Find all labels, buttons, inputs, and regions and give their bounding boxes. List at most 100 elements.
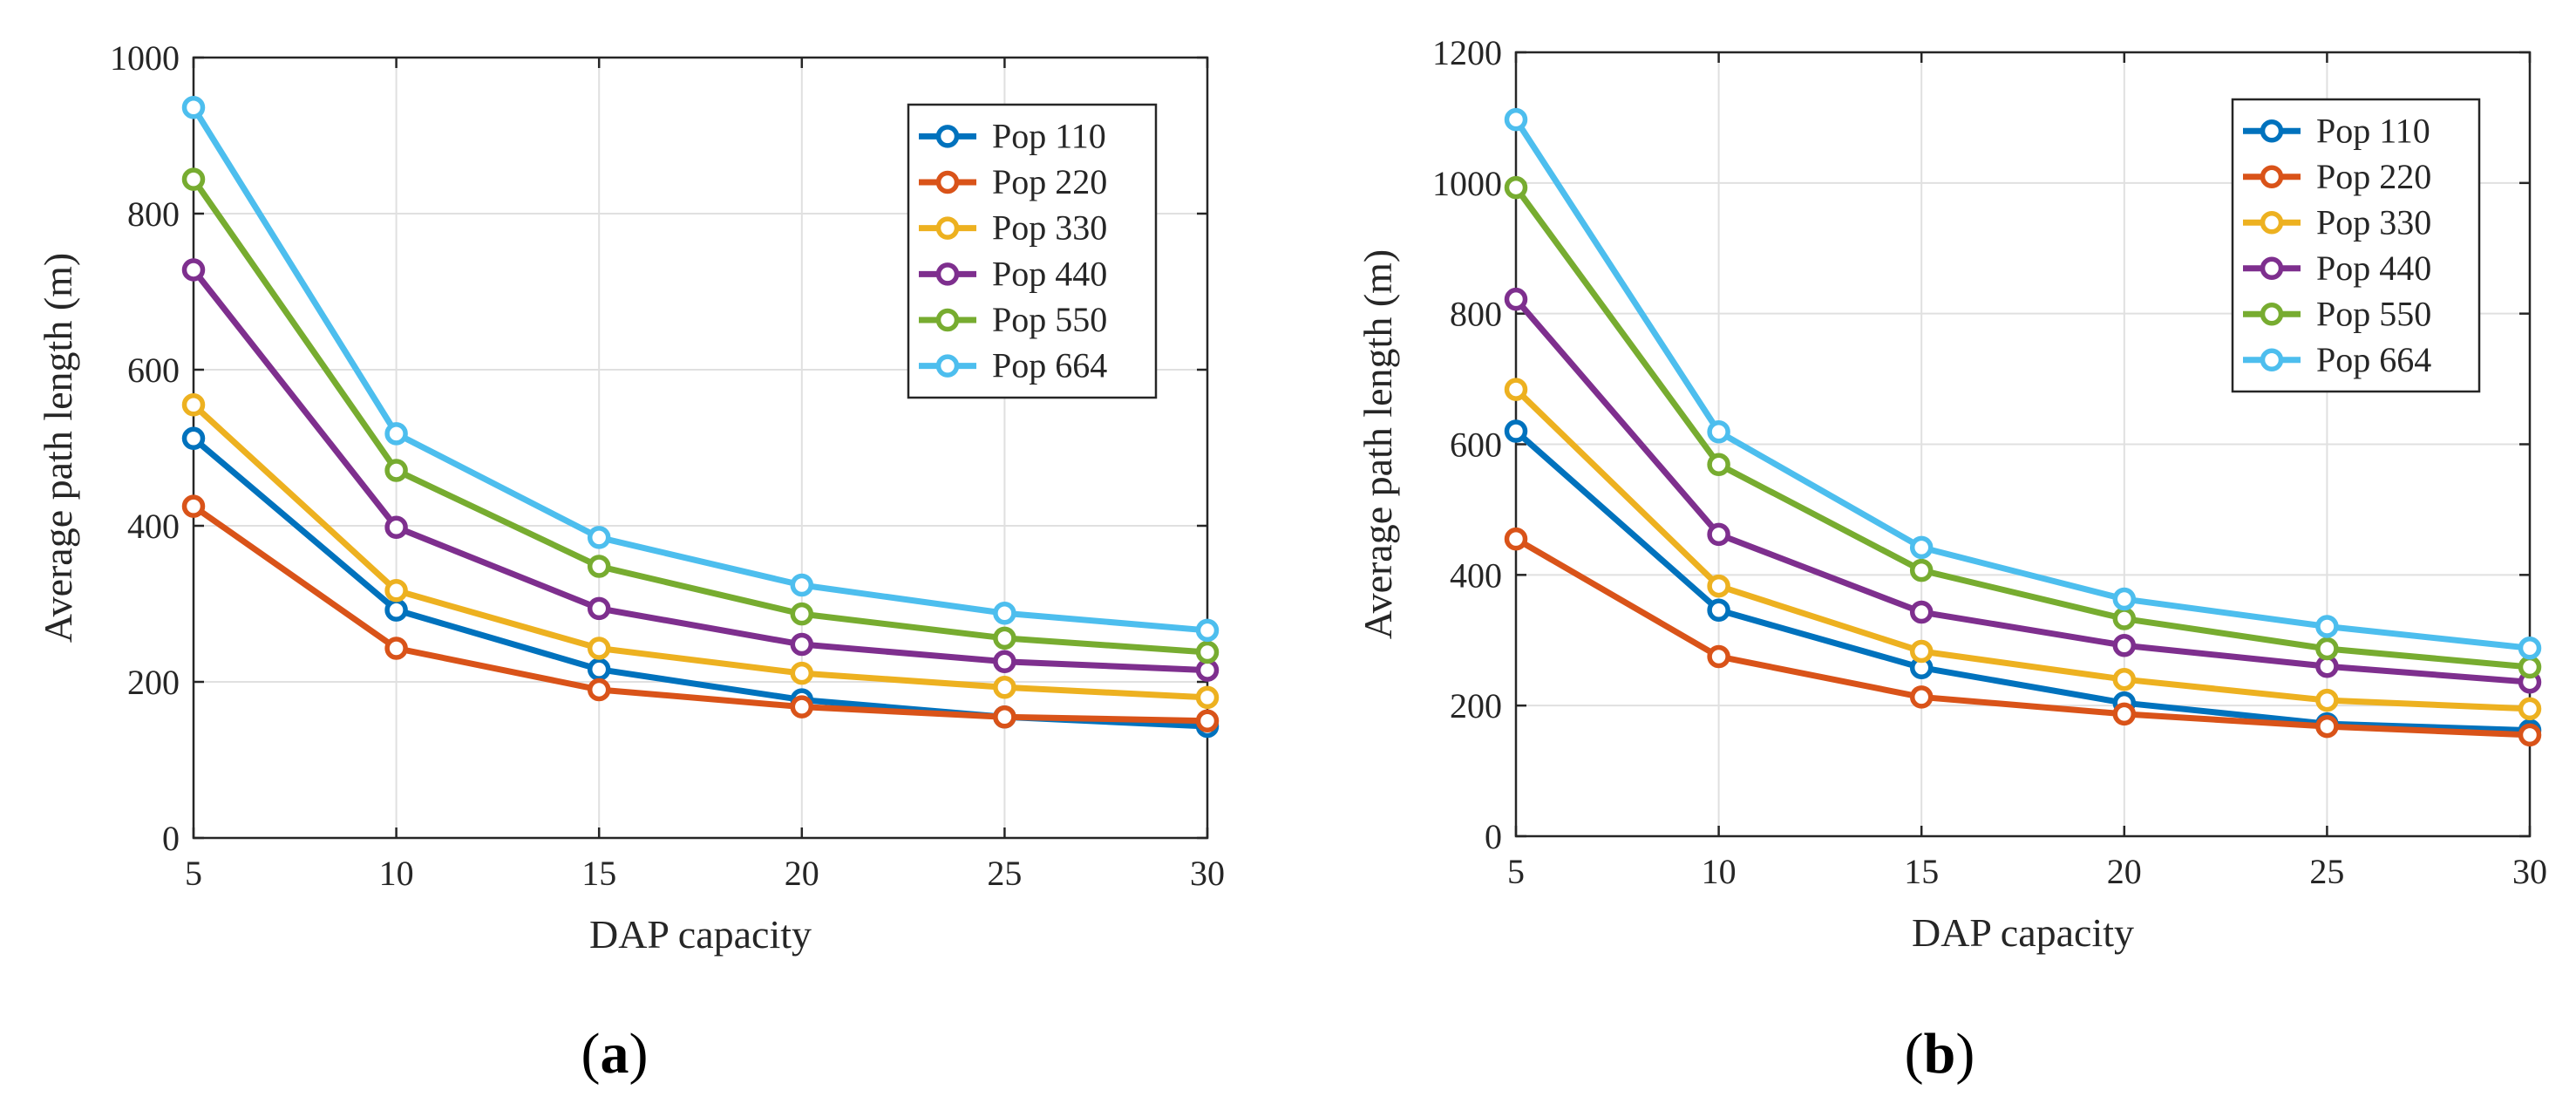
y-tick-label: 1000 [1432,164,1502,203]
x-tick-label: 30 [1190,854,1225,893]
legend-entry: Pop 110 [2316,111,2430,150]
panel-label-open: ( [1905,1022,1924,1086]
data-point [1504,287,1528,311]
chart-panel-a: 5 10 15 20 25 30 0 200 400 600 800 1000 DAP capacity… [36,38,1225,1086]
x-tick-label: 5 [1507,852,1525,891]
panel-label-letter: a [601,1022,629,1086]
y-axis-label: Average path length (m) [36,253,80,643]
data-point [1909,558,1934,582]
x-axis-label: DAP capacity [589,912,812,957]
legend-marker [2260,256,2284,280]
legend-entry: Pop 330 [2316,202,2431,242]
data-point [1909,535,1934,560]
data-point [181,167,206,191]
data-point [2518,723,2542,747]
data-point [2315,615,2339,638]
legend-marker [935,125,960,148]
y-tick-label: 800 [1450,295,1502,334]
data-point [1195,709,1220,732]
y-tick-label: 600 [1450,426,1502,465]
x-tick-label: 5 [185,854,202,893]
y-tick-label: 0 [162,819,180,858]
data-point [2518,636,2542,660]
data-point [181,258,206,282]
data-point [1707,453,1730,476]
data-point [587,555,611,578]
data-point [1504,175,1528,200]
legend-entry: Pop 550 [992,300,1107,339]
x-tick-label: 30 [2512,852,2547,891]
data-point [1707,522,1730,547]
series-line-pop-550 [190,176,1211,656]
data-point [384,515,408,540]
data-point [993,601,1016,625]
data-point [1707,598,1730,623]
chart-panel-b: 5 10 15 20 25 30 0 200 400 600 800 1000 1200 DAP capa… [1356,33,2547,1086]
legend-marker [2260,211,2284,235]
legend-entry: Pop 440 [992,254,1107,293]
legend-marker [2260,303,2284,326]
y-tick-label: 1200 [1432,33,1502,72]
data-point [2112,667,2137,691]
series-line-pop-664 [1512,116,2533,651]
data-point [181,393,206,417]
data-point [2315,688,2339,712]
legend-entry: Pop 664 [992,346,1107,385]
data-point [384,598,408,622]
data-point [1504,107,1528,132]
series-line-pop-330 [1512,386,2533,712]
data-point [790,695,814,718]
y-tick-label: 200 [1450,686,1502,725]
legend-entry: Pop 664 [2316,340,2431,379]
series-line-pop-440 [1512,296,2533,685]
series-line-pop-440 [190,266,1211,674]
legend-entry: Pop 220 [2316,157,2431,196]
y-tick-label: 400 [127,507,180,546]
data-point [790,602,814,626]
legend-entry: Pop 440 [2316,249,2431,288]
legend: Pop 110 Pop 220 Pop 330 Pop 440 Pop 550 Pop 6… [2231,98,2481,393]
y-tick-label: 0 [1485,817,1502,856]
data-point [587,637,611,660]
legend-marker [935,170,960,194]
legend: Pop 110 Pop 220 Pop 330 Pop 440 Pop 550 Pop 6… [907,103,1158,399]
data-point [2315,714,2339,739]
x-tick-label: 20 [2107,852,2142,891]
series-line-pop-664 [190,104,1211,634]
legend-entry: Pop 110 [992,116,1106,155]
data-point [384,637,408,660]
legend-entry: Pop 220 [992,162,1107,201]
legend-marker [935,262,960,286]
y-tick-label: 400 [1450,555,1502,595]
data-point [587,596,611,621]
data-point [384,579,408,603]
data-point [2518,697,2542,721]
data-point [181,96,206,119]
y-axis-label: Average path length (m) [1356,249,1400,639]
legend-box [2231,98,2481,393]
data-point [1909,685,1934,709]
data-point [1504,419,1528,443]
legend-box [907,103,1158,399]
data-point [1504,527,1528,551]
series-line-pop-330 [190,401,1211,701]
x-tick-label: 25 [2309,852,2344,891]
panel-label-open: ( [581,1022,601,1086]
data-point [384,459,408,482]
data-point [790,573,814,597]
y-tick-label: 800 [127,194,180,234]
data-point [993,626,1016,650]
y-tick-label: 200 [127,663,180,702]
series-line-pop-220 [190,503,1211,725]
legend-marker [935,308,960,332]
data-point [1707,420,1730,444]
panel-label-letter: b [1924,1022,1956,1086]
data-point [993,650,1016,673]
data-point [2112,587,2137,611]
data-point [587,657,611,681]
data-point [2518,655,2542,679]
data-point [1195,640,1220,664]
x-tick-label: 10 [1702,852,1737,891]
panel-label-close: ) [629,1022,649,1086]
